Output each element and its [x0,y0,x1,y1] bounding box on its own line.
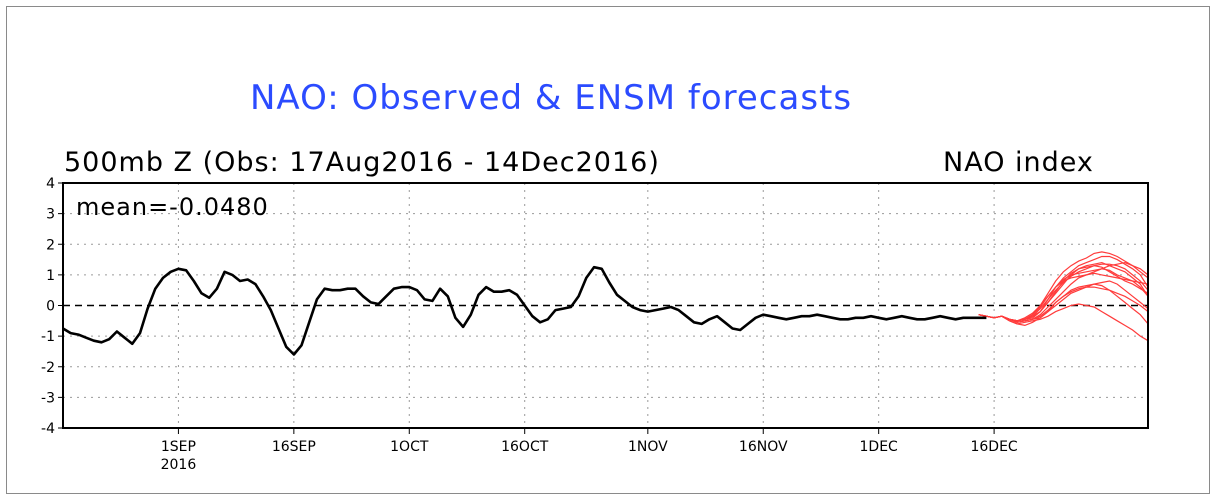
y-tick-label-1: -3 [41,390,55,406]
mean-annotation: mean=-0.0480 [76,193,269,221]
x-axis: 1SEP 2016 16SEP 1OCT 16OCT 1NOV 16NOV 1DEC 16DEC [161,428,1018,473]
y-tick-label-2: -2 [41,360,55,376]
chart-frame [6,6,1210,494]
forecast-member-line-4 [978,280,1149,323]
x-tick-label-5: 16NOV [739,439,788,455]
y-axis: -4 -3 -2 -1 0 1 2 3 4 [41,176,63,437]
chart-title: NAO: Observed & ENSM forecasts [250,78,853,118]
x-tick-label-2: 1OCT [390,439,429,455]
y-tick-label-5: 1 [46,268,55,284]
y-tick-label-3: -1 [41,329,55,345]
y-tick-label-8: 4 [46,176,55,192]
x-tick-label-7: 16DEC [970,439,1017,455]
y-tick-label-0: -4 [41,421,55,437]
y-tick-label-4: 0 [46,299,55,315]
observed-series-line [62,265,987,356]
x-tick-label-4: 1NOV [628,439,668,455]
forecast-members [978,251,1149,342]
x-tick-label-3: 16OCT [501,439,549,455]
x-tick-label-1: 16SEP [272,439,316,455]
forecast-member-line-12 [978,286,1149,323]
y-tick-label-6: 2 [46,237,55,253]
x-tick-label-6: 1DEC [860,439,899,455]
y-axis-unit-label: NAO index [943,147,1094,178]
chart-subtitle: 500mb Z (Obs: 17Aug2016 - 14Dec2016) [64,147,660,178]
x-tick-sublabel-0: 2016 [161,457,197,473]
y-tick-label-7: 3 [46,207,55,223]
forecast-member-line-10 [978,265,1149,322]
x-tick-label-0: 1SEP [161,439,196,455]
forecast-member-line-5 [978,303,1149,342]
